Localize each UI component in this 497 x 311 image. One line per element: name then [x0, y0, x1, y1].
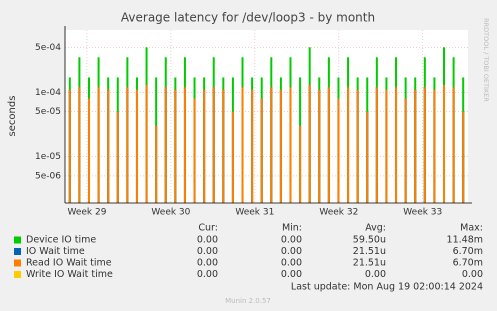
- bar: [222, 89, 225, 203]
- bar: [347, 87, 350, 203]
- bar: [385, 89, 388, 203]
- legend-stat: 0.00: [365, 269, 386, 280]
- bar: [183, 87, 186, 203]
- bar: [270, 87, 273, 203]
- y-tick-label: 1e-05: [35, 152, 61, 162]
- legend-stat: 0.00: [197, 246, 218, 257]
- bar: [241, 87, 244, 203]
- legend-header: Min:: [282, 223, 302, 234]
- legend-stat: 0.00: [462, 269, 483, 280]
- side-text: RRDTOOL / TOBI OETIKER: [482, 18, 490, 102]
- legend-label: Device IO time: [26, 235, 96, 246]
- bar: [116, 111, 119, 203]
- bar: [452, 87, 455, 203]
- plot-area: [65, 30, 468, 203]
- legend-label: IO Wait time: [26, 246, 85, 257]
- x-tick-label: Week 32: [319, 208, 358, 218]
- bar: [356, 89, 359, 203]
- bar: [462, 111, 465, 203]
- bar: [366, 111, 369, 203]
- legend-stat: 0.00: [281, 235, 302, 246]
- legend-stat: 6.70m: [453, 258, 483, 269]
- bar: [289, 87, 292, 203]
- legend-swatch: [14, 259, 21, 267]
- bar: [308, 84, 311, 203]
- bar: [260, 98, 263, 203]
- legend-swatch: [14, 271, 21, 278]
- bar: [433, 89, 436, 203]
- legend-stat: 0.00: [197, 258, 218, 269]
- y-axis-label: seconds: [7, 96, 18, 137]
- bar: [97, 87, 100, 203]
- bar: [279, 89, 282, 203]
- legend-stat: 0.00: [281, 258, 302, 269]
- bar: [87, 98, 90, 203]
- legend-stat: 6.70m: [453, 246, 483, 257]
- bar: [107, 89, 110, 203]
- bar: [251, 89, 254, 203]
- footer: Munin 2.0.57: [225, 297, 271, 305]
- legend-stat: 0.00: [197, 235, 218, 246]
- bar: [164, 87, 167, 203]
- bar: [327, 87, 330, 203]
- legend-swatch: [14, 248, 21, 255]
- bar: [414, 89, 417, 203]
- legend-stat: 0.00: [281, 246, 302, 257]
- bar: [299, 125, 302, 203]
- bar: [68, 89, 71, 203]
- legend-stat: 21.51u: [353, 258, 386, 269]
- x-tick-label: Week 29: [67, 208, 106, 218]
- y-tick-label: 5e-05: [35, 107, 61, 117]
- legend-label: Write IO Wait time: [26, 269, 113, 280]
- legend-header: Cur:: [198, 223, 218, 234]
- legend-stat: 0.00: [197, 269, 218, 280]
- legend-stat: 11.48m: [447, 235, 483, 246]
- bar: [404, 98, 407, 203]
- legend-header: Max:: [460, 223, 483, 234]
- bar: [126, 87, 129, 203]
- bar: [395, 87, 398, 203]
- last-update: Last update: Mon Aug 19 02:00:14 2024: [291, 282, 483, 293]
- y-tick-label: 5e-06: [35, 171, 61, 181]
- chart-title: Average latency for /dev/loop3 - by mont…: [121, 11, 375, 25]
- bar: [212, 87, 215, 203]
- bar: [78, 87, 81, 203]
- bar: [423, 87, 426, 203]
- bar: [193, 98, 196, 203]
- bar: [231, 111, 234, 203]
- legend-swatch: [14, 236, 21, 244]
- bar: [443, 84, 446, 203]
- bar: [145, 84, 148, 203]
- x-tick-label: Week 30: [151, 208, 190, 218]
- bar: [318, 89, 321, 203]
- legend-label: Read IO Wait time: [26, 258, 112, 269]
- y-tick-label: 1e-04: [35, 88, 61, 98]
- bar: [375, 87, 378, 203]
- bar: [174, 89, 177, 203]
- x-tick-label: Week 33: [403, 208, 442, 218]
- y-tick-label: 5e-04: [35, 43, 61, 53]
- legend-stat: 0.00: [281, 269, 302, 280]
- bar: [135, 89, 138, 203]
- bar: [337, 98, 340, 203]
- x-tick-label: Week 31: [235, 208, 274, 218]
- legend-stat: 59.50u: [353, 235, 386, 246]
- legend-header: Avg:: [365, 223, 386, 234]
- legend-stat: 21.51u: [353, 246, 386, 257]
- bar: [203, 89, 206, 203]
- bar: [155, 125, 158, 203]
